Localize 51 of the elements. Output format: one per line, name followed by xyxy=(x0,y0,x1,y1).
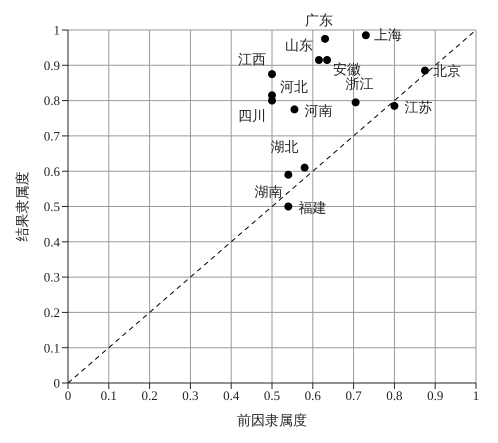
annotation: 湖南 xyxy=(254,184,282,201)
annotation: 浙江 xyxy=(346,76,374,92)
annotation: 湖北 xyxy=(270,140,299,156)
annotation: 广东 xyxy=(305,12,334,29)
x-tick-label: 0.5 xyxy=(264,388,280,404)
x-tick-label: 0.4 xyxy=(223,388,240,404)
point xyxy=(314,56,323,64)
x-tick-label: 0.3 xyxy=(182,388,199,404)
annotation: 上海 xyxy=(374,27,402,44)
y-tick-label: 0.5 xyxy=(44,199,60,214)
point xyxy=(268,70,276,78)
point xyxy=(362,31,370,40)
y-axis-title: 结果隶属度 xyxy=(14,172,31,242)
point xyxy=(290,105,298,114)
annotation: 安徽 xyxy=(333,62,362,78)
annotation: 四川 xyxy=(238,108,266,125)
y-tick-label: 0.6 xyxy=(44,164,60,179)
x-tick-label: 0.9 xyxy=(427,388,444,404)
y-tick-label: 0.7 xyxy=(44,128,60,144)
point xyxy=(352,98,360,106)
y-tick-label: 0.3 xyxy=(44,270,60,285)
x-tick-label: 0.8 xyxy=(386,388,403,404)
annotation: 福建 xyxy=(298,200,326,216)
point xyxy=(390,102,398,110)
annotation: 江苏 xyxy=(404,100,432,116)
y-tick-label: 0.8 xyxy=(44,93,60,108)
annotation: 河南 xyxy=(304,103,332,120)
annotation: 山东 xyxy=(284,38,313,54)
x-tick-label: 0.1 xyxy=(100,388,117,404)
y-tick-label: 0.4 xyxy=(44,234,60,250)
x-tick-label: 0 xyxy=(64,388,72,404)
x-tick-label: 0.6 xyxy=(304,388,322,404)
point xyxy=(284,170,292,179)
point xyxy=(323,56,332,64)
y-tick-label: 1 xyxy=(54,22,60,38)
annotation: 河北 xyxy=(280,79,308,96)
y-tick-label: 0.9 xyxy=(44,58,60,73)
x-tick-label: 0.2 xyxy=(141,388,158,404)
x-tick-label: 0.7 xyxy=(345,388,362,404)
point xyxy=(284,202,292,210)
y-tick-label: 0.1 xyxy=(44,340,60,356)
y-tick-label: 0 xyxy=(54,376,60,391)
y-tick-label: 0.2 xyxy=(44,305,60,320)
x-axis-title: 前因隶属度 xyxy=(237,413,307,429)
point xyxy=(421,66,429,75)
annotation: 北京 xyxy=(433,64,461,80)
annotation: 江西 xyxy=(238,52,266,68)
point xyxy=(300,164,309,172)
point xyxy=(321,34,330,43)
x-tick-label: 1 xyxy=(472,388,480,404)
point xyxy=(268,96,276,105)
